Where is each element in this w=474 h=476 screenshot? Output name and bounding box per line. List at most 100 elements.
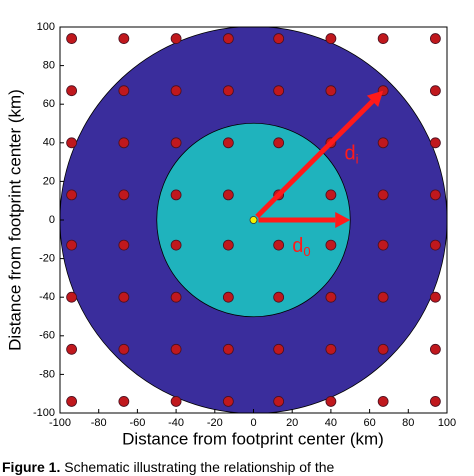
- arrow-label-sub: i: [356, 152, 359, 167]
- point: [429, 85, 441, 97]
- plot-area: [60, 27, 447, 413]
- point: [118, 343, 130, 355]
- arrow-head: [366, 90, 384, 107]
- x-tick-label: -60: [129, 417, 145, 429]
- caption-label: Figure 1.: [2, 459, 60, 475]
- y-tick-label: -60: [39, 330, 55, 342]
- point: [273, 33, 285, 44]
- point: [118, 137, 130, 149]
- point: [170, 343, 182, 355]
- point: [118, 291, 130, 303]
- caption: Figure 1. Schematic illustrating the rel…: [2, 459, 334, 475]
- point: [66, 189, 78, 201]
- x-tick-label: 100: [438, 417, 456, 429]
- point: [170, 33, 182, 44]
- point: [325, 343, 337, 355]
- point: [118, 189, 130, 201]
- arrow-head: [335, 212, 351, 228]
- point: [377, 189, 389, 201]
- point: [429, 189, 441, 201]
- point: [170, 396, 182, 407]
- arrow-label-main: d: [292, 235, 303, 257]
- point: [222, 137, 234, 149]
- point: [170, 137, 182, 149]
- point: [118, 85, 130, 97]
- point: [273, 343, 285, 355]
- point: [377, 137, 389, 149]
- point: [429, 137, 441, 149]
- point: [170, 189, 182, 201]
- point: [377, 396, 389, 407]
- point: [429, 291, 441, 303]
- x-tick-label: -40: [168, 417, 184, 429]
- arrow-label: d0: [292, 235, 310, 259]
- y-tick-label: -40: [39, 291, 55, 303]
- point: [66, 85, 78, 97]
- point: [170, 239, 182, 251]
- point: [66, 239, 78, 251]
- point: [222, 291, 234, 303]
- point: [118, 33, 130, 44]
- x-tick-label: 0: [250, 417, 256, 429]
- x-tick-label: 80: [402, 417, 414, 429]
- x-axis-label: Distance from footprint center (km): [122, 429, 384, 448]
- y-tick-label: 20: [43, 175, 55, 187]
- x-tick-label: -80: [91, 417, 107, 429]
- point: [325, 189, 337, 201]
- arrow-label-sub: 0: [303, 244, 310, 259]
- point: [222, 33, 234, 44]
- arrow-shaft: [255, 99, 375, 219]
- point: [118, 239, 130, 251]
- x-tick-label: -20: [207, 417, 223, 429]
- point: [170, 85, 182, 97]
- point: [273, 85, 285, 97]
- y-tick-label: 60: [43, 98, 55, 110]
- y-tick-label: -20: [39, 253, 55, 265]
- arrow-label-main: d: [344, 143, 355, 165]
- x-tick-label: 40: [325, 417, 337, 429]
- point: [222, 239, 234, 251]
- point: [66, 396, 78, 407]
- y-tick-label: -80: [39, 368, 55, 380]
- point: [325, 291, 337, 303]
- y-tick-label: 100: [37, 21, 55, 33]
- point: [429, 396, 441, 407]
- point: [325, 33, 337, 44]
- y-tick-label: -100: [33, 407, 55, 419]
- point: [273, 291, 285, 303]
- point: [170, 291, 182, 303]
- point: [222, 396, 234, 407]
- y-tick-label: 80: [43, 60, 55, 72]
- point: [377, 291, 389, 303]
- point: [118, 396, 130, 407]
- point: [66, 137, 78, 149]
- y-axis-label: Distance from footprint center (km): [5, 89, 24, 351]
- point: [325, 396, 337, 407]
- y-tick-label: 0: [49, 214, 55, 226]
- point: [429, 33, 441, 44]
- point: [222, 343, 234, 355]
- point: [273, 396, 285, 407]
- point: [325, 85, 337, 97]
- point: [66, 291, 78, 303]
- point: [66, 343, 78, 355]
- point: [377, 33, 389, 44]
- caption-text: Schematic illustrating the relationship …: [64, 459, 334, 475]
- point: [377, 239, 389, 251]
- point: [66, 33, 78, 44]
- point: [222, 189, 234, 201]
- point: [249, 216, 258, 224]
- y-tick-label: 40: [43, 137, 55, 149]
- point: [429, 239, 441, 251]
- point: [325, 239, 337, 251]
- point: [222, 85, 234, 97]
- x-tick-label: 20: [286, 417, 298, 429]
- x-tick-label: 60: [363, 417, 375, 429]
- x-tick-label: -100: [49, 417, 71, 429]
- arrow-label: di: [344, 143, 358, 167]
- point: [377, 343, 389, 355]
- point: [429, 343, 441, 355]
- point: [273, 137, 285, 149]
- point: [273, 239, 285, 251]
